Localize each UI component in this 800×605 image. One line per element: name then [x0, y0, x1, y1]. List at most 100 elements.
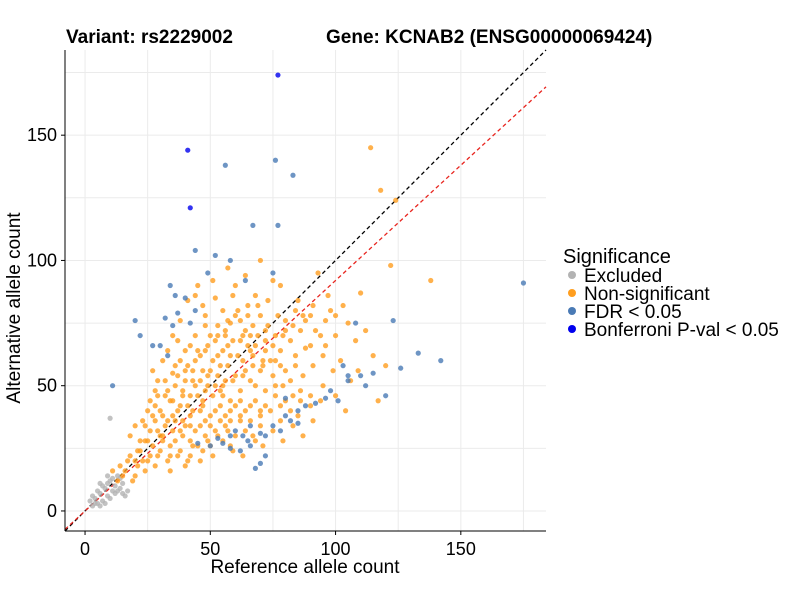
point-non-significant: [320, 353, 326, 359]
point-non-significant: [257, 413, 264, 419]
point-non-significant: [262, 348, 269, 354]
point-non-significant: [265, 322, 271, 329]
point-non-significant: [277, 403, 284, 409]
point-non-significant: [215, 353, 221, 359]
point-non-significant: [170, 428, 176, 434]
point-non-significant: [205, 373, 211, 379]
point-non-significant: [152, 463, 158, 469]
point-non-significant: [378, 187, 384, 193]
point-fdr-0-05: [240, 433, 246, 439]
point-non-significant: [127, 433, 133, 439]
point-non-significant: [230, 378, 236, 384]
point-non-significant: [237, 398, 243, 404]
point-non-significant: [187, 453, 193, 459]
point-non-significant: [232, 403, 238, 409]
point-non-significant: [222, 413, 228, 419]
point-excluded: [97, 503, 103, 509]
point-non-significant: [383, 363, 389, 369]
point-non-significant: [242, 368, 248, 374]
point-non-significant: [260, 358, 266, 364]
point-non-significant: [185, 363, 191, 369]
point-non-significant: [345, 320, 351, 326]
point-non-significant: [175, 408, 181, 414]
point-non-significant: [227, 418, 233, 424]
point-non-significant: [260, 363, 266, 369]
point-non-significant: [177, 403, 183, 409]
point-non-significant: [190, 443, 196, 449]
point-non-significant: [295, 297, 301, 304]
point-non-significant: [160, 438, 166, 444]
point-non-significant: [220, 383, 226, 389]
point-non-significant: [145, 458, 151, 464]
point-non-significant: [205, 438, 211, 444]
point-fdr-0-05: [250, 222, 256, 228]
data-points: [87, 72, 527, 509]
point-non-significant: [250, 353, 256, 359]
point-non-significant: [363, 327, 369, 334]
point-non-significant: [237, 418, 243, 424]
point-non-significant: [297, 388, 304, 394]
point-non-significant: [315, 270, 321, 276]
point-non-significant: [170, 332, 176, 339]
point-non-significant: [297, 398, 304, 404]
point-non-significant: [227, 398, 233, 404]
point-non-significant: [270, 428, 276, 434]
point-non-significant: [247, 418, 253, 424]
point-non-significant: [388, 262, 394, 269]
point-fdr-0-05: [232, 428, 238, 434]
point-non-significant: [202, 322, 208, 329]
point-non-significant: [287, 378, 294, 384]
point-fdr-0-05: [262, 453, 269, 459]
point-fdr-0-05: [370, 370, 376, 376]
point-non-significant: [242, 272, 248, 279]
point-non-significant: [202, 418, 208, 424]
point-non-significant: [245, 312, 251, 319]
point-non-significant: [192, 428, 198, 434]
point-fdr-0-05: [322, 395, 329, 401]
point-fdr-0-05: [227, 445, 233, 451]
point-fdr-0-05: [335, 398, 341, 404]
point-non-significant: [250, 322, 256, 329]
point-non-significant: [242, 327, 248, 334]
point-non-significant: [370, 353, 376, 359]
point-non-significant: [300, 312, 306, 319]
point-non-significant: [190, 368, 196, 374]
point-excluded: [112, 483, 118, 489]
point-non-significant: [267, 408, 274, 414]
point-non-significant: [170, 398, 176, 404]
point-non-significant: [155, 378, 161, 384]
point-fdr-0-05: [275, 222, 281, 228]
point-fdr-0-05: [247, 443, 253, 449]
chart-title-gene: Gene: KCNAB2 (ENSG00000069424): [326, 27, 652, 48]
point-non-significant: [187, 413, 193, 419]
point-non-significant: [227, 353, 233, 359]
point-non-significant: [150, 368, 156, 374]
legend-label: Bonferroni P-val < 0.05: [584, 320, 779, 341]
point-non-significant: [180, 433, 186, 439]
point-non-significant: [140, 458, 146, 464]
point-non-significant: [162, 393, 168, 399]
point-fdr-0-05: [242, 277, 248, 284]
axes: [64, 50, 546, 532]
point-non-significant: [142, 468, 148, 474]
point-non-significant: [290, 423, 296, 429]
point-non-significant: [160, 358, 166, 364]
point-non-significant: [235, 353, 241, 359]
point-fdr-0-05: [137, 332, 143, 339]
point-non-significant: [297, 327, 304, 334]
point-non-significant: [230, 338, 236, 344]
point-fdr-0-05: [222, 162, 228, 168]
point-non-significant: [355, 368, 361, 374]
point-non-significant: [252, 438, 258, 444]
point-non-significant: [212, 338, 218, 344]
point-non-significant: [272, 383, 279, 389]
point-non-significant: [145, 408, 151, 414]
point-non-significant: [237, 388, 243, 394]
legend-label: FDR < 0.05: [584, 302, 682, 323]
point-non-significant: [227, 408, 233, 414]
point-non-significant: [152, 388, 158, 394]
point-non-significant: [175, 373, 181, 379]
point-non-significant: [207, 332, 213, 339]
point-non-significant: [157, 448, 163, 454]
point-non-significant: [192, 332, 198, 339]
